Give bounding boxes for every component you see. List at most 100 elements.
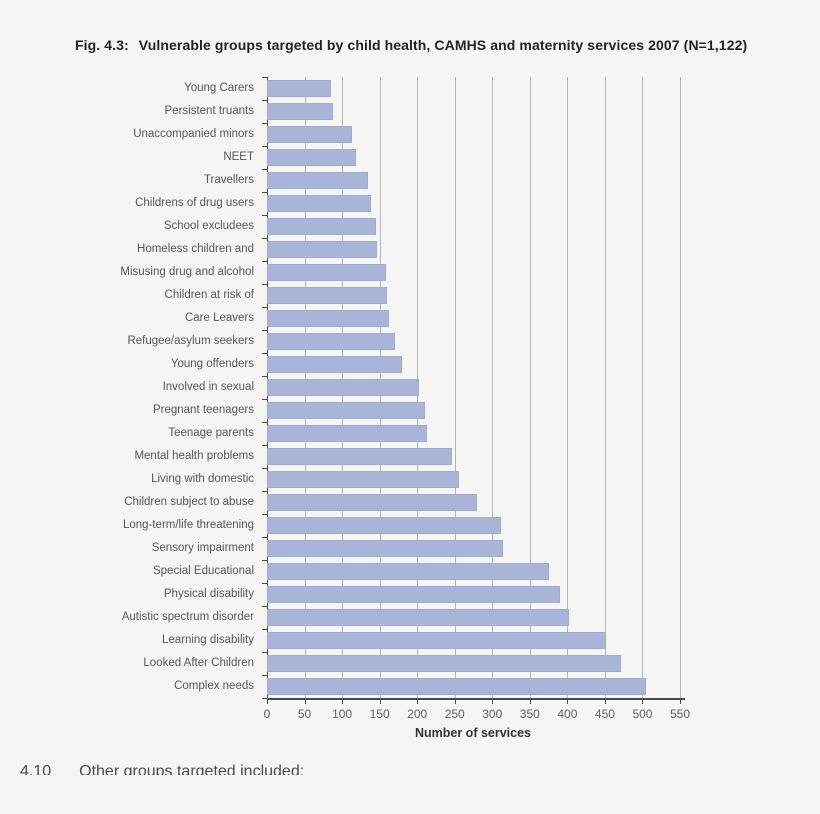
figure-title-prefix: Fig. 4.3: [75, 37, 129, 53]
category-label: Mental health problems [134, 450, 254, 462]
bar [267, 448, 452, 465]
y-tick-27 [262, 698, 267, 699]
category-label: NEET [223, 151, 254, 163]
bar [267, 149, 356, 166]
category-label: Children subject to abuse [124, 496, 254, 508]
category-label: Care Leavers [184, 312, 254, 324]
y-tick-6 [262, 215, 267, 216]
x-tick-label-50: 50 [297, 707, 312, 721]
footer-paragraph-number: 4.10 [20, 763, 52, 775]
y-tick-8 [262, 261, 267, 262]
category-label: Complex needs [174, 680, 254, 692]
y-tick-11 [262, 330, 267, 331]
bar [267, 287, 388, 304]
y-tick-25 [262, 652, 267, 653]
y-tick-14 [262, 399, 267, 400]
y-tick-10 [262, 307, 267, 308]
y-tick-20 [262, 537, 267, 538]
bar [267, 425, 427, 442]
category-label: Physical disability [163, 588, 254, 600]
category-label: Teenage parents [168, 427, 254, 439]
y-tick-13 [262, 376, 267, 377]
figure-title: Fig. 4.3: Vulnerable groups targeted by c… [75, 37, 795, 53]
x-tick-500 [642, 700, 644, 704]
bar [267, 563, 550, 580]
category-label: School excludees [163, 220, 254, 232]
x-tick-label-550: 550 [669, 707, 691, 721]
x-tick-label-100: 100 [332, 707, 353, 721]
category-label: Involved in sexual [162, 381, 254, 393]
category-label: Children at risk of [164, 289, 254, 301]
category-axis-labels: Young Carers Persistent truants Unaccompan… [0, 77, 260, 698]
footer-paragraph-text: Other groups targeted included: [79, 763, 305, 775]
x-axis-line [267, 698, 685, 700]
x-tick-400 [567, 700, 569, 704]
bar [267, 264, 386, 281]
x-tick-200 [417, 700, 419, 704]
x-tick-label-150: 150 [369, 707, 390, 721]
gridline-x-300 [492, 77, 494, 698]
gridline-x-450 [604, 77, 606, 698]
gridline-x-550 [680, 77, 681, 698]
x-tick-label-500: 500 [632, 707, 653, 721]
x-tick-label-0: 0 [263, 707, 271, 721]
footer-clipped-paragraph: 4.10 Other groups targeted included: [20, 762, 620, 775]
x-tick-0 [267, 700, 268, 704]
x-tick-250 [454, 700, 456, 704]
x-axis-title: Number of services [414, 726, 532, 740]
x-tick-150 [379, 700, 381, 704]
y-tick-24 [262, 629, 267, 630]
x-tick-450 [604, 700, 606, 704]
bar [267, 310, 389, 327]
y-tick-23 [262, 606, 267, 607]
bar [267, 586, 560, 603]
bar [267, 126, 352, 143]
x-tick-label-250: 250 [444, 707, 465, 721]
y-tick-21 [262, 560, 267, 561]
bar [267, 402, 425, 419]
category-label: Childrens of drug users [135, 197, 254, 209]
plot-area [262, 77, 681, 699]
bar [267, 195, 371, 212]
bar [267, 678, 647, 695]
gridline-x-500 [642, 77, 644, 698]
x-tick-100 [342, 700, 344, 704]
y-tick-5 [262, 192, 267, 193]
gridline-x-250 [454, 77, 456, 698]
y-tick-19 [262, 514, 267, 515]
bar [267, 494, 478, 511]
category-label: Travellers [203, 174, 254, 186]
category-label: Homeless children and [137, 243, 254, 255]
x-tick-300 [492, 700, 494, 704]
y-tick-12 [262, 353, 267, 354]
x-tick-label-350: 350 [519, 707, 540, 721]
y-tick-26 [262, 675, 267, 676]
bar [267, 103, 334, 120]
bar [267, 632, 606, 649]
bar [267, 333, 395, 350]
category-label: Autistic spectrum disorder [121, 611, 254, 623]
category-label: Young Carers [184, 82, 254, 94]
bar [267, 540, 503, 557]
x-tick-label-450: 450 [594, 707, 615, 721]
bar [267, 517, 501, 534]
category-label: Living with domestic [151, 473, 254, 485]
bar [267, 218, 376, 235]
y-tick-4 [262, 169, 267, 170]
y-tick-2 [262, 123, 267, 124]
y-tick-9 [262, 284, 267, 285]
y-tick-16 [262, 445, 267, 446]
category-label: Pregnant teenagers [152, 404, 254, 416]
category-label: Refugee/asylum seekers [127, 335, 254, 347]
category-label: Misusing drug and alcohol [120, 266, 254, 278]
bar [267, 609, 569, 626]
category-label: Sensory impairment [151, 542, 254, 554]
bar [267, 471, 460, 488]
bar [267, 655, 622, 672]
bar [267, 379, 420, 396]
footer-text: 4.10 Other groups targeted included: [20, 762, 620, 775]
y-tick-7 [262, 238, 267, 239]
category-label: Young offenders [170, 358, 254, 370]
y-tick-3 [262, 146, 267, 147]
